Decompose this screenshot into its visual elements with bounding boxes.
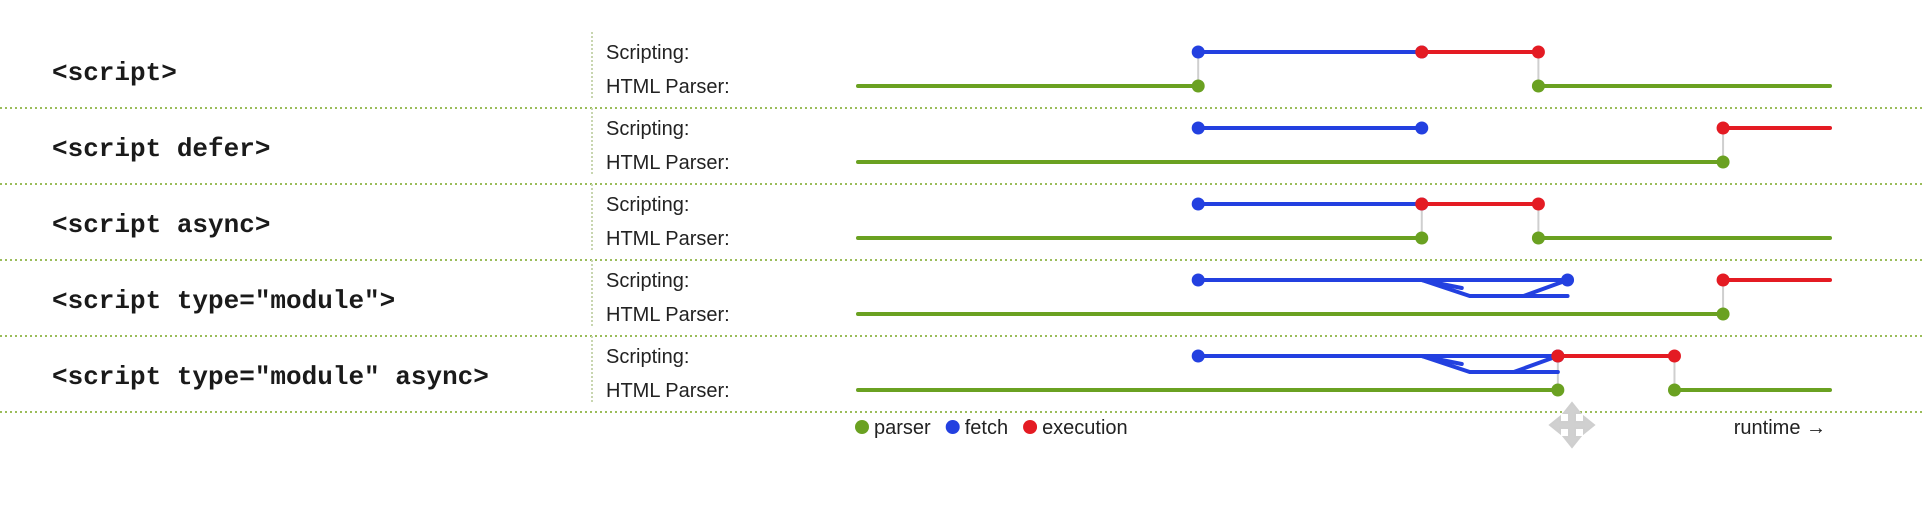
fetch-start-dot <box>1191 197 1205 211</box>
script-row: <script type="module" async> Scripting: HT… <box>0 336 1924 413</box>
fetch-start-dot <box>1191 349 1205 363</box>
legend: parser fetch execution runtime → <box>855 417 1826 439</box>
parser-track-label: HTML Parser: <box>606 228 730 250</box>
fetch-branch-merge <box>1511 354 1560 374</box>
parser-track-label: HTML Parser: <box>606 76 730 98</box>
execution-start-dot <box>1415 45 1429 59</box>
fetch-branch-split <box>1419 354 1464 366</box>
execution-start-dot <box>1716 273 1730 287</box>
fetch-branch-lower <box>1419 354 1560 374</box>
parser-track-label: HTML Parser: <box>606 380 730 402</box>
script-row: <script defer> Scripting: HTML Parser: <box>0 108 1924 185</box>
script-tag-label: <script defer> <box>52 134 270 164</box>
parser-resume-dot <box>1667 383 1681 397</box>
fetch-end-dot <box>1415 121 1429 135</box>
parser-pause-dot <box>1191 79 1205 93</box>
script-tag-label: <script async> <box>52 210 270 240</box>
parser-resume-dot <box>1531 231 1545 245</box>
parser-pause-dot <box>1415 231 1429 245</box>
script-tag-label: <script type="module" async> <box>52 362 489 392</box>
fetch-end-dot <box>1561 273 1575 287</box>
execution-legend-label: execution <box>1042 417 1128 439</box>
execution-legend-dot <box>1023 420 1038 434</box>
parser-pause-dot <box>1716 155 1730 169</box>
scripting-track-label: Scripting: <box>606 42 689 64</box>
fetch-start-dot <box>1191 121 1205 135</box>
fetch-branch-split <box>1419 278 1464 290</box>
fetch-legend-dot <box>945 420 960 434</box>
script-tag-label: <script> <box>52 58 177 88</box>
execution-start-dot <box>1716 121 1730 135</box>
script-tag-label: <script type="module"> <box>52 286 395 316</box>
scripting-track-label: Scripting: <box>606 346 689 368</box>
fetch-legend-label: fetch <box>965 417 1008 439</box>
parser-track-label: HTML Parser: <box>606 152 730 174</box>
cursor-layer <box>1548 401 1596 449</box>
rows-layer: <script>Scripting:HTML Parser:<script de… <box>0 32 1924 413</box>
scripting-track-label: Scripting: <box>606 118 689 140</box>
parser-resume-dot <box>1531 79 1545 93</box>
fetch-start-dot <box>1191 273 1205 287</box>
runtime-axis-label: runtime → <box>1734 417 1826 439</box>
parser-legend-dot <box>855 420 869 434</box>
execution-start-dot <box>1415 197 1429 211</box>
fetch-start-dot <box>1191 45 1205 59</box>
parser-pause-dot <box>1551 383 1565 397</box>
scripting-track-label: Scripting: <box>606 194 689 216</box>
fetch-branch-lower <box>1419 278 1570 298</box>
execution-start-dot <box>1551 349 1565 363</box>
parser-track-label: HTML Parser: <box>606 304 730 326</box>
parser-pause-dot <box>1716 307 1730 321</box>
parser-legend-label: parser <box>874 417 931 439</box>
script-row: <script> Scripting: HTML Parser: <box>0 32 1924 109</box>
move-cursor-icon <box>1548 401 1596 449</box>
script-row: <script async> Scripting: HTML Parser: <box>0 184 1924 261</box>
execution-end-dot <box>1531 197 1545 211</box>
scripting-track-label: Scripting: <box>606 270 689 292</box>
execution-end-dot <box>1667 349 1681 363</box>
execution-end-dot <box>1531 45 1545 59</box>
script-row: <script type="module"> Scripting: HTML Par… <box>0 260 1924 337</box>
fetch-branch-merge <box>1521 278 1570 298</box>
